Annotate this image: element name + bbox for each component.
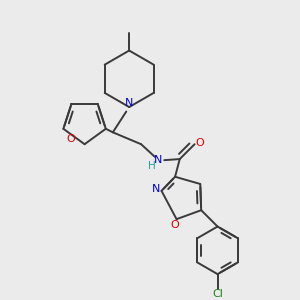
Text: N: N (154, 155, 163, 165)
Text: O: O (171, 220, 179, 230)
Text: H: H (148, 161, 155, 171)
Text: Cl: Cl (212, 289, 223, 299)
Text: N: N (125, 98, 134, 108)
Text: O: O (66, 134, 75, 144)
Text: N: N (152, 184, 160, 194)
Text: O: O (196, 138, 204, 148)
